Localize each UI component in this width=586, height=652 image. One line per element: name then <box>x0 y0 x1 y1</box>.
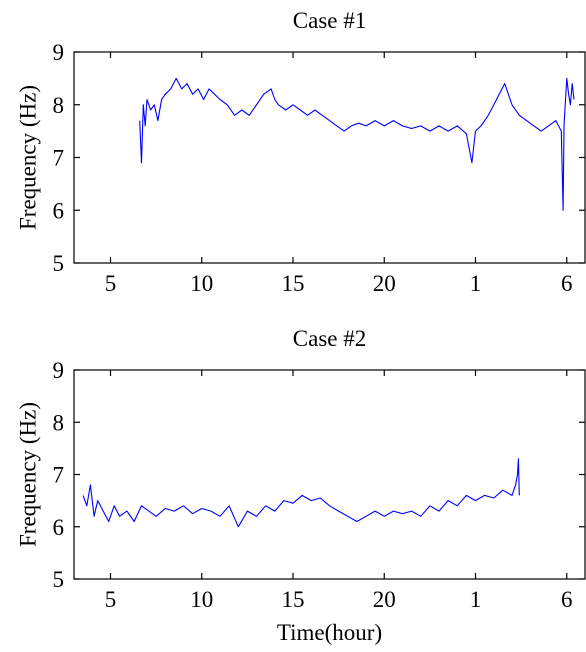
x-axis-label: Time(hour) <box>277 620 382 645</box>
x-tick-label: 5 <box>105 587 117 612</box>
x-tick-label: 6 <box>561 271 573 296</box>
y-tick-label: 7 <box>53 463 65 488</box>
series-line <box>139 77 575 211</box>
x-tick-label: 15 <box>282 587 305 612</box>
y-tick-label: 8 <box>53 410 65 435</box>
y-tick-label: 6 <box>53 515 65 540</box>
chart-title: Case #2 <box>293 326 366 351</box>
y-tick-label: 8 <box>53 93 65 118</box>
x-tick-label: 10 <box>190 587 213 612</box>
y-tick-label: 7 <box>53 146 65 171</box>
y-axis-label: Frequency (Hz) <box>15 85 40 230</box>
y-tick-label: 9 <box>53 358 65 383</box>
y-tick-label: 9 <box>53 40 65 65</box>
plot-frame <box>73 369 586 580</box>
chart-title: Case #1 <box>293 8 366 33</box>
x-tick-label: 10 <box>190 271 213 296</box>
x-tick-label: 1 <box>470 587 482 612</box>
y-tick-label: 6 <box>53 198 65 223</box>
x-tick-label: 15 <box>282 271 305 296</box>
plot-frame <box>73 51 586 264</box>
axis-ticks: 5 10 15 20 1 6 5 6 7 8 9 <box>53 358 585 612</box>
x-tick-label: 5 <box>105 271 117 296</box>
axis-ticks: 5 10 15 20 1 6 5 6 7 8 9 <box>53 40 585 296</box>
chart-case-1: Case #1 Frequency (Hz) 5 10 15 20 1 6 5 6 7 8 9 <box>15 8 586 296</box>
series-line <box>82 458 520 528</box>
x-tick-label: 20 <box>373 271 396 296</box>
y-tick-label: 5 <box>53 251 65 276</box>
y-tick-label: 5 <box>53 567 65 592</box>
x-tick-label: 1 <box>470 271 482 296</box>
chart-case-2: Case #2 Frequency (Hz) Time(hour) 5 10 15 2… <box>15 326 586 645</box>
x-tick-label: 20 <box>373 587 396 612</box>
x-tick-label: 6 <box>561 587 573 612</box>
y-axis-label: Frequency (Hz) <box>15 402 40 547</box>
